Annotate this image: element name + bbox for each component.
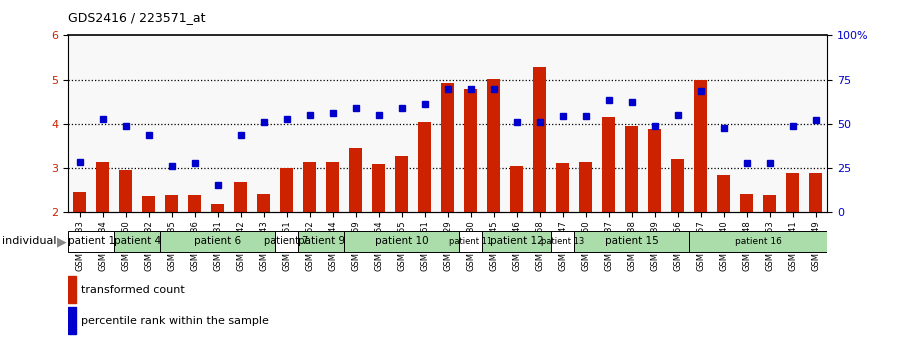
Text: patient 11: patient 11 xyxy=(449,236,493,246)
Text: percentile rank within the sample: percentile rank within the sample xyxy=(81,316,269,326)
Bar xyxy=(257,194,270,212)
Bar xyxy=(534,67,546,212)
Bar xyxy=(689,231,827,252)
Text: patient 9: patient 9 xyxy=(297,236,345,246)
Bar xyxy=(275,231,298,252)
Text: patient 10: patient 10 xyxy=(375,236,428,246)
Text: patient 4: patient 4 xyxy=(114,236,161,246)
Text: patient 6: patient 6 xyxy=(195,236,241,246)
Bar xyxy=(764,195,776,212)
Text: patient 16: patient 16 xyxy=(734,236,782,246)
Bar xyxy=(487,79,500,212)
Bar xyxy=(298,231,345,252)
Bar xyxy=(809,172,822,212)
Bar xyxy=(188,195,201,212)
Text: transformed count: transformed count xyxy=(81,285,185,295)
Bar xyxy=(304,161,316,212)
Bar xyxy=(115,231,160,252)
Bar xyxy=(96,161,109,212)
Bar xyxy=(280,168,293,212)
Bar xyxy=(212,204,224,212)
Bar xyxy=(556,163,569,212)
Bar xyxy=(119,170,132,212)
Bar xyxy=(740,194,753,212)
Bar xyxy=(235,182,247,212)
Bar xyxy=(672,159,684,212)
Bar xyxy=(574,231,689,252)
Bar xyxy=(74,193,86,212)
Text: ▶: ▶ xyxy=(57,235,67,248)
Bar xyxy=(349,148,362,212)
Bar xyxy=(345,231,459,252)
Bar xyxy=(482,231,551,252)
Bar xyxy=(68,231,115,252)
Bar xyxy=(579,161,592,212)
Text: patient 12: patient 12 xyxy=(490,236,544,246)
Bar xyxy=(442,83,454,212)
Text: patient 1: patient 1 xyxy=(67,236,115,246)
Bar xyxy=(603,117,615,212)
Bar xyxy=(418,122,431,212)
Text: individual: individual xyxy=(2,236,56,246)
Bar xyxy=(648,129,661,212)
Bar xyxy=(165,195,178,212)
Bar xyxy=(464,89,477,212)
Bar xyxy=(510,166,523,212)
Bar xyxy=(326,161,339,212)
Bar xyxy=(694,80,707,212)
Bar xyxy=(143,195,155,212)
Bar xyxy=(717,175,730,212)
Text: patient 13: patient 13 xyxy=(541,236,584,246)
Bar xyxy=(68,307,76,334)
Text: patient 15: patient 15 xyxy=(604,236,658,246)
Bar xyxy=(551,231,574,252)
Bar xyxy=(68,276,76,303)
Bar xyxy=(395,156,408,212)
Bar xyxy=(459,231,482,252)
Bar xyxy=(786,173,799,212)
Bar xyxy=(373,164,385,212)
Text: patient 7: patient 7 xyxy=(265,236,309,246)
Bar xyxy=(625,126,638,212)
Bar xyxy=(160,231,275,252)
Text: GDS2416 / 223571_at: GDS2416 / 223571_at xyxy=(68,11,205,24)
